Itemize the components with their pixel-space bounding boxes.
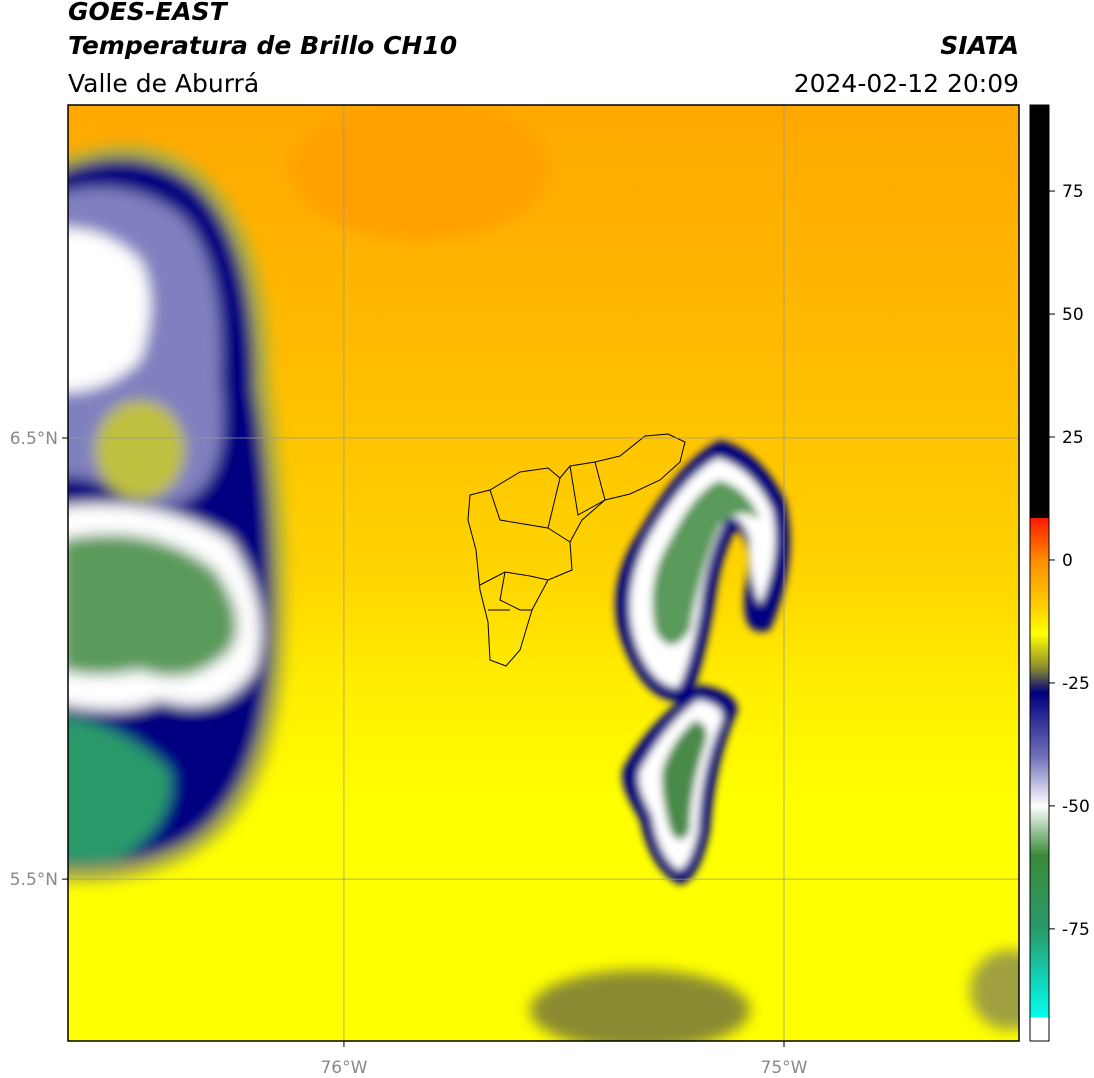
x-tick-label: 76°W	[320, 1058, 367, 1078]
region-outline	[467, 433, 686, 667]
colorbar-tick-label: 25	[1062, 428, 1084, 448]
colorbar-fill	[1030, 105, 1049, 1041]
region: Valle de Aburrá	[68, 69, 259, 98]
colorbar-tick-label: -75	[1062, 920, 1090, 940]
colorbar-tick-label: -25	[1062, 674, 1090, 694]
subtitle: Temperatura de Brillo CH10	[68, 31, 457, 60]
datetime: 2024-02-12 20:09	[794, 69, 1019, 98]
map-frame	[67, 104, 1020, 1042]
x-tick-label: 75°W	[761, 1058, 808, 1078]
source: SIATA	[940, 31, 1019, 60]
colorbar-tick-label: 0	[1062, 551, 1073, 571]
y-tick-label: 5.5°N	[10, 870, 58, 890]
grid	[62, 105, 1019, 1047]
satellite-image	[68, 105, 1019, 1041]
colorbar-frame	[1029, 104, 1050, 1042]
colorbar-tick-label: -50	[1062, 797, 1090, 817]
colorbar-tick-label: 50	[1062, 305, 1084, 325]
y-tick-label: 6.5°N	[10, 429, 58, 449]
colorbar-tick-label: 75	[1062, 182, 1084, 202]
title: GOES-EAST	[68, 0, 229, 26]
colorbar: 75 50 25 0 -25 -50 -75	[1030, 105, 1090, 1041]
